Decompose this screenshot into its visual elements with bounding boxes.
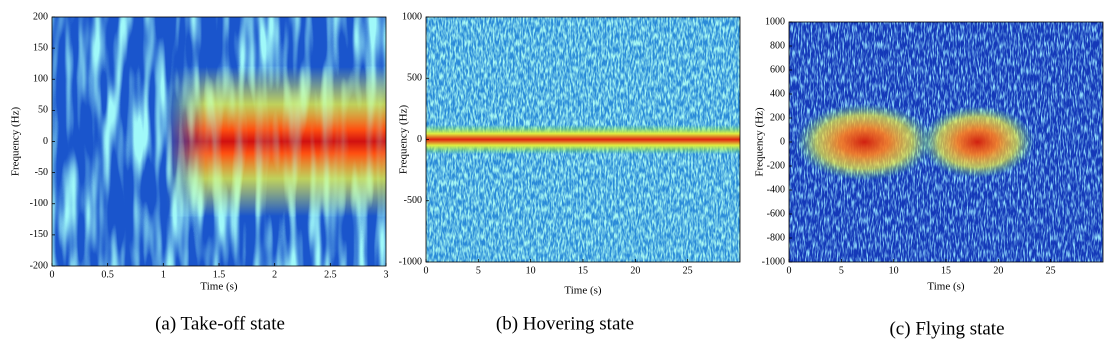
y-tick-label: -150 [30,229,48,240]
x-tick-label: 25 [683,265,693,276]
y-tick-label: 100 [33,74,48,85]
energy-lobe [795,103,934,181]
caption: (b) Hovering state [496,313,634,334]
y-tick-label: -500 [404,195,422,206]
y-tick-label: -800 [767,232,785,243]
spectrogram [788,21,1104,263]
energy-band [426,124,740,155]
x-tick-label: 0 [50,269,55,280]
x-tick-label: 1.5 [213,269,226,280]
y-tick-label: -50 [35,167,48,178]
y-tick-label: 1000 [402,11,422,22]
y-axis-label: Frequency (Hz) [10,107,22,177]
y-tick-label: -200 [767,160,785,171]
x-axis-label: Time (s) [200,281,238,293]
y-tick-label: -400 [767,184,785,195]
y-tick-label: 1000 [765,16,785,27]
y-tick-label: 50 [38,105,48,116]
x-tick-label: 5 [476,265,481,276]
x-tick-label: 2.5 [324,269,337,280]
x-tick-label: 3 [384,269,389,280]
y-tick-label: 200 [33,11,48,22]
caption: (a) Take-off state [155,313,285,334]
x-tick-label: 0 [787,265,792,276]
energy-lobe [920,106,1034,178]
x-tick-label: 0.5 [101,269,114,280]
x-tick-label: 25 [1046,265,1056,276]
x-tick-label: 20 [993,265,1003,276]
x-tick-label: 1 [161,269,166,280]
y-tick-label: 0 [43,136,48,147]
x-axis-label: Time (s) [564,285,602,297]
y-axis-label: Frequency (Hz) [398,105,410,175]
x-tick-label: 0 [424,265,429,276]
x-tick-label: 2 [272,269,277,280]
y-tick-label: 600 [770,64,785,75]
energy-band-noise [165,66,386,217]
y-tick-label: -600 [767,208,785,219]
y-tick-label: 0 [780,136,785,147]
caption: (c) Flying state [889,318,1004,339]
y-tick-label: 800 [770,40,785,51]
y-tick-label: -200 [30,260,48,271]
spectrogram [425,16,741,263]
x-tick-label: 10 [889,265,899,276]
y-tick-label: 0 [417,134,422,145]
y-tick-label: -1000 [399,256,422,267]
y-tick-label: 400 [770,88,785,99]
spectrogram [51,16,387,267]
x-tick-label: 5 [839,265,844,276]
x-tick-label: 10 [526,265,536,276]
x-tick-label: 15 [941,265,951,276]
x-tick-label: 20 [630,265,640,276]
y-tick-label: 500 [407,73,422,84]
x-axis-label: Time (s) [927,281,965,293]
y-axis-label: Frequency (Hz) [754,107,766,177]
y-tick-label: -1000 [762,256,785,267]
y-tick-label: 200 [770,112,785,123]
y-tick-label: 150 [33,42,48,53]
y-tick-label: -100 [30,198,48,209]
x-tick-label: 15 [578,265,588,276]
